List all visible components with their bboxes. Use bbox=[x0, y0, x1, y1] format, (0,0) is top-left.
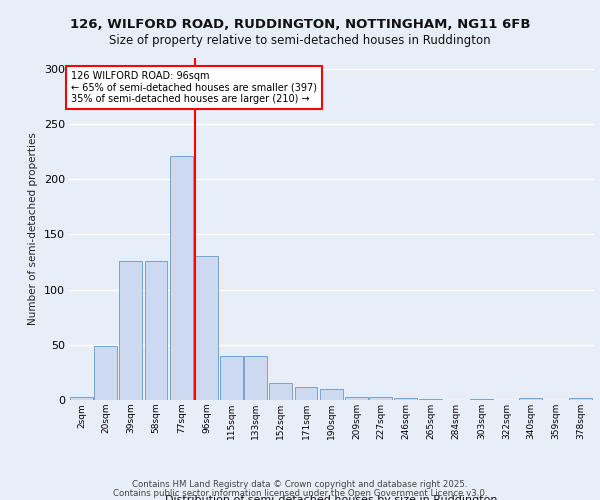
Text: 126 WILFORD ROAD: 96sqm
← 65% of semi-detached houses are smaller (397)
35% of s: 126 WILFORD ROAD: 96sqm ← 65% of semi-de… bbox=[71, 71, 317, 104]
Bar bbox=[394, 398, 417, 400]
Text: Size of property relative to semi-detached houses in Ruddington: Size of property relative to semi-detach… bbox=[109, 34, 491, 47]
Bar bbox=[94, 346, 117, 400]
Bar bbox=[145, 261, 167, 400]
Y-axis label: Number of semi-detached properties: Number of semi-detached properties bbox=[28, 132, 38, 325]
Bar bbox=[244, 356, 267, 400]
Text: Contains public sector information licensed under the Open Government Licence v3: Contains public sector information licen… bbox=[113, 488, 487, 498]
Bar bbox=[220, 356, 243, 400]
X-axis label: Distribution of semi-detached houses by size in Ruddington: Distribution of semi-detached houses by … bbox=[165, 494, 498, 500]
Text: 126, WILFORD ROAD, RUDDINGTON, NOTTINGHAM, NG11 6FB: 126, WILFORD ROAD, RUDDINGTON, NOTTINGHA… bbox=[70, 18, 530, 30]
Bar bbox=[295, 386, 317, 400]
Bar bbox=[320, 389, 343, 400]
Bar bbox=[119, 261, 142, 400]
Bar bbox=[519, 398, 542, 400]
Bar bbox=[470, 399, 493, 400]
Text: Contains HM Land Registry data © Crown copyright and database right 2025.: Contains HM Land Registry data © Crown c… bbox=[132, 480, 468, 489]
Bar bbox=[345, 396, 368, 400]
Bar bbox=[195, 256, 218, 400]
Bar bbox=[569, 398, 592, 400]
Bar bbox=[419, 399, 442, 400]
Bar bbox=[170, 156, 193, 400]
Bar bbox=[369, 396, 392, 400]
Bar bbox=[269, 384, 292, 400]
Bar bbox=[70, 396, 93, 400]
